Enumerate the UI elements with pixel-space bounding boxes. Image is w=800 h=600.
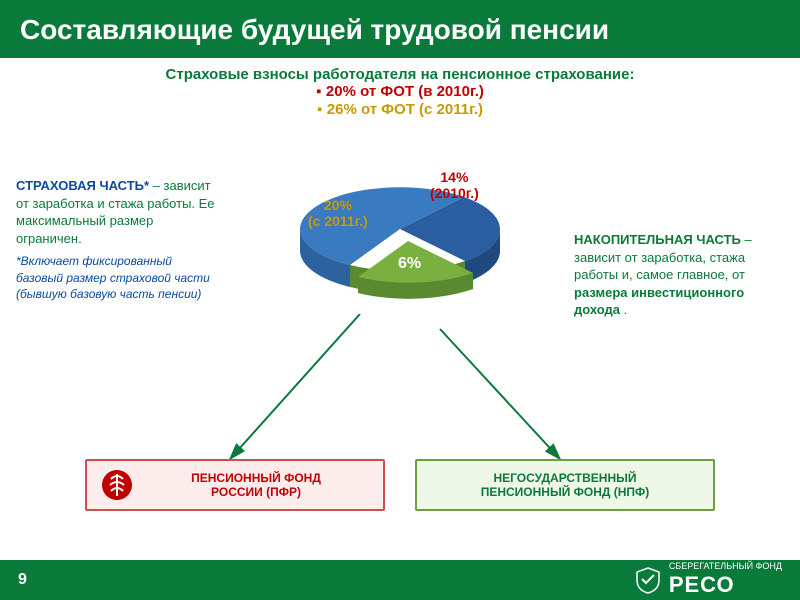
box-pfr: ПЕНСИОННЫЙ ФОНД РОССИИ (ПФР)	[85, 459, 385, 511]
accum-highlight: размера инвестиционного дохода	[574, 285, 744, 318]
box-pfr-label: ПЕНСИОННЫЙ ФОНД РОССИИ (ПФР)	[143, 471, 369, 499]
pie-label-20: 20%(с 2011г.)	[308, 197, 368, 229]
content-area: СТРАХОВАЯ ЧАСТЬ* – зависит от заработка …	[0, 119, 800, 529]
pfr-icon	[101, 469, 133, 501]
box-npf-label: НЕГОСУДАРСТВЕННЫЙ ПЕНСИОННЫЙ ФОНД (НПФ)	[481, 471, 650, 499]
pie-label-6: 6%	[398, 255, 421, 273]
header-bar: Составляющие будущей трудовой пенсии	[0, 0, 800, 58]
footer-bar: 9 СБЕРЕГАТЕЛЬНЫЙ ФОНД РЕСО	[0, 560, 800, 600]
footer-logo: СБЕРЕГАТЕЛЬНЫЙ ФОНД РЕСО	[635, 562, 782, 598]
insurance-part-text: СТРАХОВАЯ ЧАСТЬ* – зависит от заработка …	[16, 177, 216, 302]
logo-big-text: РЕСО	[669, 572, 782, 598]
insurance-footnote: *Включает фиксированный базовый размер с…	[16, 253, 216, 302]
fund-boxes: ПЕНСИОННЫЙ ФОНД РОССИИ (ПФР) НЕГОСУДАРСТ…	[0, 459, 800, 511]
pie-label-14: 14%(2010г.)	[430, 169, 479, 201]
page-number: 9	[18, 571, 27, 589]
arrows	[0, 314, 800, 474]
logo-small-text: СБЕРЕГАТЕЛЬНЫЙ ФОНД	[669, 562, 782, 572]
subtitle-block: Страховые взносы работодателя на пенсион…	[0, 66, 800, 119]
box-npf: НЕГОСУДАРСТВЕННЫЙ ПЕНСИОННЫЙ ФОНД (НПФ)	[415, 459, 715, 511]
subtitle-line1: 20% от ФОТ (в 2010г.)	[326, 83, 484, 100]
accumulative-part-text: НАКОПИТЕЛЬНАЯ ЧАСТЬ – зависит от заработ…	[574, 231, 784, 319]
page-title: Составляющие будущей трудовой пенсии	[20, 14, 780, 46]
bullet-square: ▪	[317, 101, 322, 118]
shield-icon	[635, 566, 661, 594]
pie-chart: 14%(2010г.) 20%(с 2011г.) 6%	[290, 159, 510, 309]
accum-end: .	[624, 302, 628, 317]
bullet-square: ▪	[316, 83, 321, 100]
insurance-title: СТРАХОВАЯ ЧАСТЬ*	[16, 178, 149, 193]
subtitle-main: Страховые взносы работодателя на пенсион…	[0, 66, 800, 83]
subtitle-line2: 26% от ФОТ (с 2011г.)	[327, 101, 483, 118]
accum-title: НАКОПИТЕЛЬНАЯ ЧАСТЬ	[574, 232, 741, 247]
